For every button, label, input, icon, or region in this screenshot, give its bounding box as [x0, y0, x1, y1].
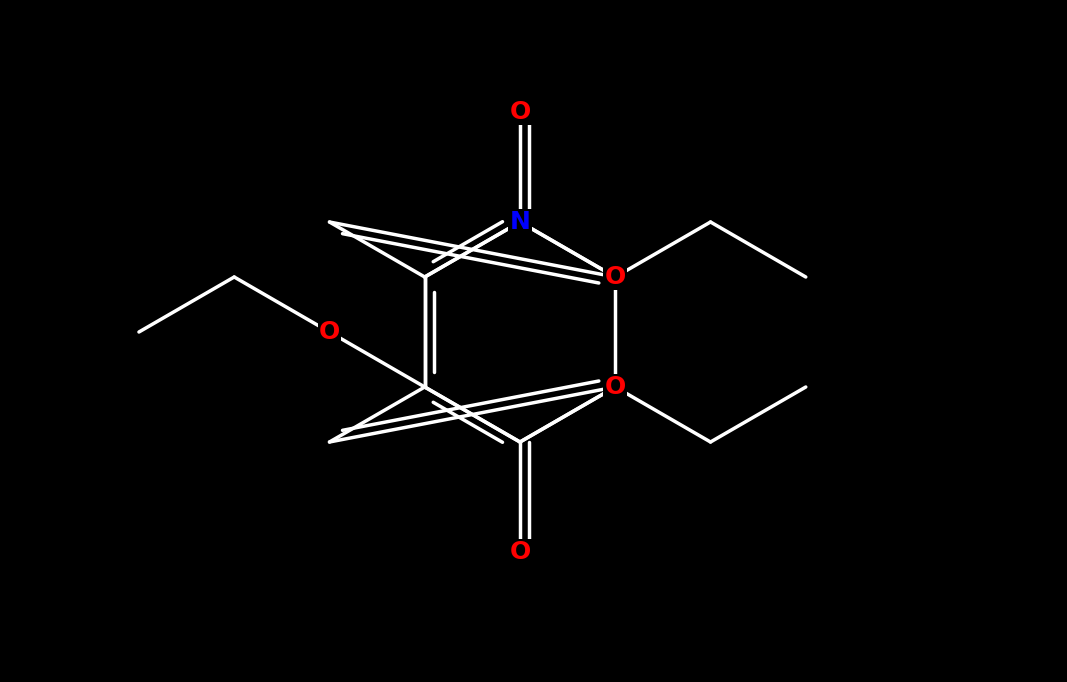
Text: O: O — [509, 540, 530, 564]
Text: N: N — [510, 210, 530, 234]
Text: O: O — [605, 265, 626, 289]
Text: O: O — [605, 375, 626, 399]
Text: O: O — [319, 320, 340, 344]
Text: O: O — [509, 100, 530, 124]
